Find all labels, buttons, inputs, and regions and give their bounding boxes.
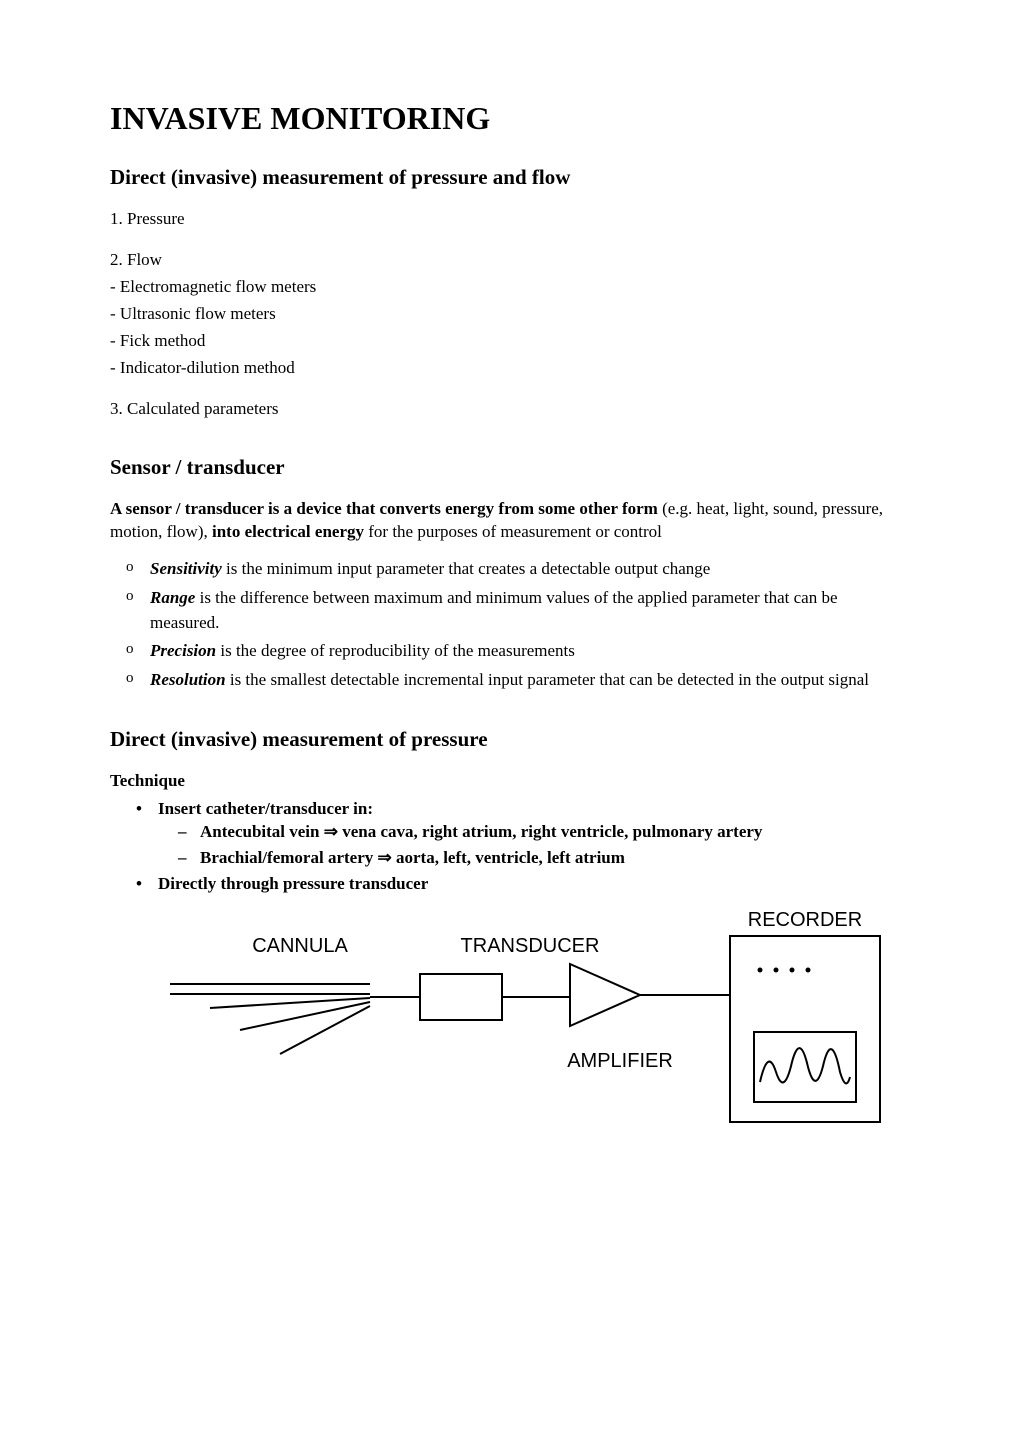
technique-d1b: vena cava, right atrium, right ventricle… (338, 822, 762, 841)
diagram-svg: CANNULA TRANSDUCER AMPLIFIER RECORDER (170, 912, 890, 1142)
technique-d2b: aorta, left, ventricle, left atrium (392, 848, 625, 867)
s2-def-0-term: Sensitivity (150, 559, 222, 578)
s2-para-b2: into electrical energy (212, 522, 364, 541)
s1-item2: 2. Flow (110, 249, 910, 272)
s2-def-0: Sensitivity is the minimum input paramet… (150, 557, 910, 582)
s2-def-3-term: Resolution (150, 670, 226, 689)
s1-item1: 1. Pressure (110, 208, 910, 231)
s2-def-1-term: Range (150, 588, 195, 607)
section2-heading: Sensor / transducer (110, 455, 910, 480)
svg-text:RECORDER: RECORDER (748, 912, 862, 931)
s2-para-p2: for the purposes of measurement or contr… (364, 522, 662, 541)
s2-def-1: Range is the difference between maximum … (150, 586, 910, 635)
technique-d1: Antecubital vein ⇒ vena cava, right atri… (200, 820, 910, 844)
technique-d1a: Antecubital vein (200, 822, 324, 841)
s1-item3: 3. Calculated parameters (110, 398, 910, 421)
technique-b2: Directly through pressure transducer (158, 872, 910, 896)
arrow-icon: ⇒ (324, 822, 338, 841)
section1-heading: Direct (invasive) measurement of pressur… (110, 165, 910, 190)
s2-def-3: Resolution is the smallest detectable in… (150, 668, 910, 693)
s2-para: A sensor / transducer is a device that c… (110, 498, 910, 544)
s2-def-3-rest: is the smallest detectable incremental i… (226, 670, 869, 689)
arrow-icon: ⇒ (378, 848, 392, 867)
section3-heading: Direct (invasive) measurement of pressur… (110, 727, 910, 752)
svg-text:CANNULA: CANNULA (252, 935, 348, 957)
s1-flow-0: - Electromagnetic flow meters (110, 276, 910, 299)
svg-text:TRANSDUCER: TRANSDUCER (461, 935, 600, 957)
technique-d2a: Brachial/femoral artery (200, 848, 378, 867)
s2-def-2-term: Precision (150, 641, 216, 660)
s2-def-2: Precision is the degree of reproducibili… (150, 639, 910, 664)
technique-dash: Antecubital vein ⇒ vena cava, right atri… (158, 820, 910, 870)
technique-list: Insert catheter/transducer in: Antecubit… (110, 797, 910, 896)
s2-para-b1: A sensor / transducer is a device that c… (110, 499, 658, 518)
technique-b1-text: Insert catheter/transducer in: (158, 799, 373, 818)
technique-d2: Brachial/femoral artery ⇒ aorta, left, v… (200, 846, 910, 870)
technique-label: Technique (110, 770, 910, 793)
page-title: INVASIVE MONITORING (110, 100, 910, 137)
technique-b1: Insert catheter/transducer in: Antecubit… (158, 797, 910, 870)
s1-flow-1: - Ultrasonic flow meters (110, 303, 910, 326)
s2-def-1-rest: is the difference between maximum and mi… (150, 588, 838, 632)
signal-chain-diagram: CANNULA TRANSDUCER AMPLIFIER RECORDER (170, 912, 910, 1147)
s2-def-list: Sensitivity is the minimum input paramet… (110, 557, 910, 692)
s2-def-0-rest: is the minimum input parameter that crea… (222, 559, 711, 578)
s1-flow-3: - Indicator-dilution method (110, 357, 910, 380)
svg-text:AMPLIFIER: AMPLIFIER (567, 1050, 673, 1072)
s2-def-2-rest: is the degree of reproducibility of the … (216, 641, 575, 660)
s1-flow-2: - Fick method (110, 330, 910, 353)
